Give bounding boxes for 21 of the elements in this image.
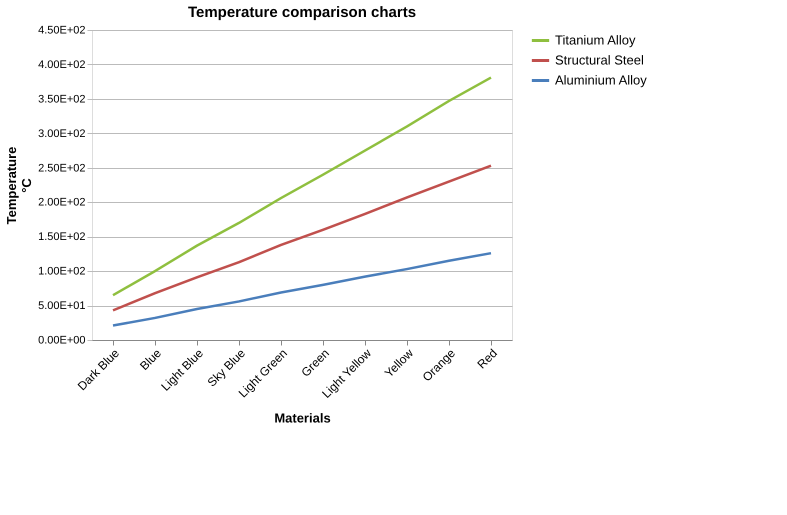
y-tick-label: 4.00E+02 (38, 58, 86, 71)
line-series (112, 164, 492, 312)
y-tick-label: 4.50E+02 (38, 24, 86, 36)
y-tick-label: 3.50E+02 (38, 93, 86, 106)
chart-title: Temperature comparison charts (188, 4, 416, 21)
legend-label: Titanium Alloy (555, 32, 636, 48)
y-tick-label: 0.00E+00 (38, 334, 86, 346)
line-series (112, 252, 492, 327)
y-axis-title: Temperature °C (4, 146, 34, 224)
y-tick-label: 1.50E+02 (38, 231, 86, 244)
y-tick-label: 2.50E+02 (38, 162, 86, 174)
x-axis-title: Materials (274, 410, 331, 426)
legend-label: Aluminium Alloy (555, 72, 648, 88)
y-tick-label: 3.00E+02 (38, 128, 86, 140)
y-tick-label: 2.00E+02 (38, 196, 86, 209)
line-series (112, 76, 492, 296)
y-tick-label: 1.00E+02 (38, 266, 86, 278)
x-tick-label: Blue (137, 346, 164, 373)
x-tick-label: Red (474, 346, 500, 372)
y-tick-label: 5.00E+01 (38, 300, 86, 312)
legend-label: Structural Steel (555, 52, 644, 68)
